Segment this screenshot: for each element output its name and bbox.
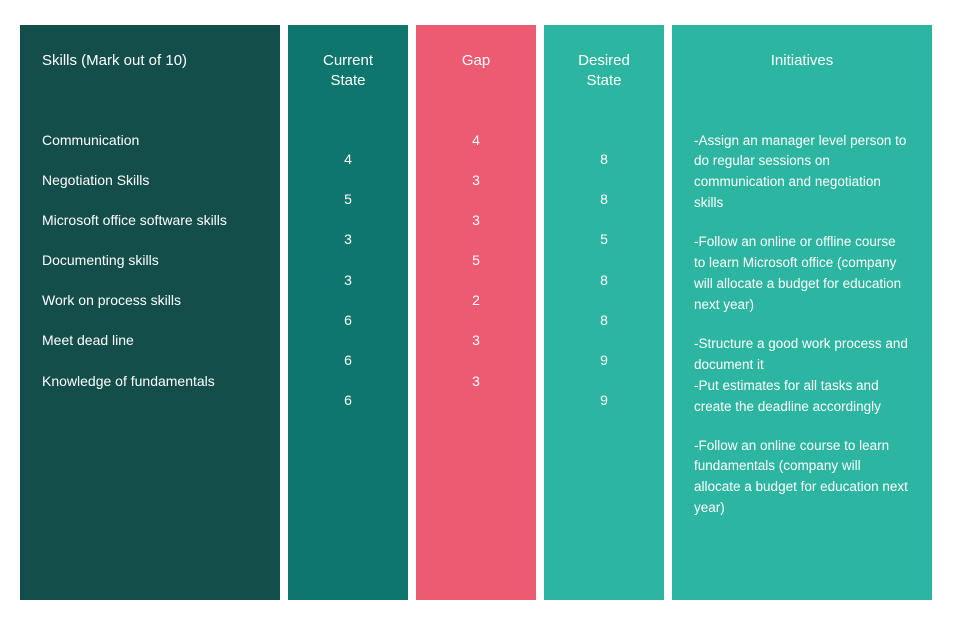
column-initiatives: Initiatives -Assign an manager level per… bbox=[672, 25, 932, 600]
current-value: 3 bbox=[310, 230, 386, 248]
skill-label: Work on process skills bbox=[42, 291, 258, 309]
desired-value: 9 bbox=[566, 351, 642, 369]
desired-value: 5 bbox=[566, 230, 642, 248]
gap-value: 3 bbox=[438, 211, 514, 229]
column-gap: Gap 4 3 3 5 2 3 3 bbox=[416, 25, 536, 600]
current-value: 6 bbox=[310, 391, 386, 409]
gap-value: 3 bbox=[438, 331, 514, 349]
column-skills: Skills (Mark out of 10) Communication Ne… bbox=[20, 25, 280, 600]
column-current-state: Current State 4 5 3 3 6 6 6 bbox=[288, 25, 408, 600]
initiative-item: -Structure a good work process and docum… bbox=[694, 334, 910, 418]
desired-value: 9 bbox=[566, 391, 642, 409]
gap-value: 3 bbox=[438, 171, 514, 189]
header-desired-state: Desired State bbox=[566, 51, 642, 90]
skill-label: Communication bbox=[42, 131, 258, 149]
header-gap: Gap bbox=[438, 51, 514, 71]
desired-value: 8 bbox=[566, 271, 642, 289]
skill-label: Knowledge of fundamentals bbox=[42, 372, 258, 390]
skill-label: Meet dead line bbox=[42, 331, 258, 349]
desired-value: 8 bbox=[566, 190, 642, 208]
desired-value: 8 bbox=[566, 150, 642, 168]
initiative-item: -Follow an online or offline course to l… bbox=[694, 232, 910, 316]
initiative-item: -Assign an manager level person to do re… bbox=[694, 131, 910, 215]
initiative-item: -Follow an online course to learn fundam… bbox=[694, 436, 910, 520]
gap-value: 4 bbox=[438, 131, 514, 149]
header-initiatives: Initiatives bbox=[694, 51, 910, 71]
current-value: 3 bbox=[310, 271, 386, 289]
current-value: 6 bbox=[310, 311, 386, 329]
skill-label: Negotiation Skills bbox=[42, 171, 258, 189]
column-desired-state: Desired State 8 8 5 8 8 9 9 bbox=[544, 25, 664, 600]
current-value: 6 bbox=[310, 351, 386, 369]
skills-gap-table: Skills (Mark out of 10) Communication Ne… bbox=[20, 25, 955, 600]
current-value: 4 bbox=[310, 150, 386, 168]
skill-label: Documenting skills bbox=[42, 251, 258, 269]
gap-value: 2 bbox=[438, 291, 514, 309]
current-value: 5 bbox=[310, 190, 386, 208]
header-current-state: Current State bbox=[310, 51, 386, 90]
gap-value: 3 bbox=[438, 372, 514, 390]
desired-value: 8 bbox=[566, 311, 642, 329]
gap-value: 5 bbox=[438, 251, 514, 269]
header-skills: Skills (Mark out of 10) bbox=[42, 51, 258, 71]
skill-label: Microsoft office software skills bbox=[42, 211, 258, 229]
